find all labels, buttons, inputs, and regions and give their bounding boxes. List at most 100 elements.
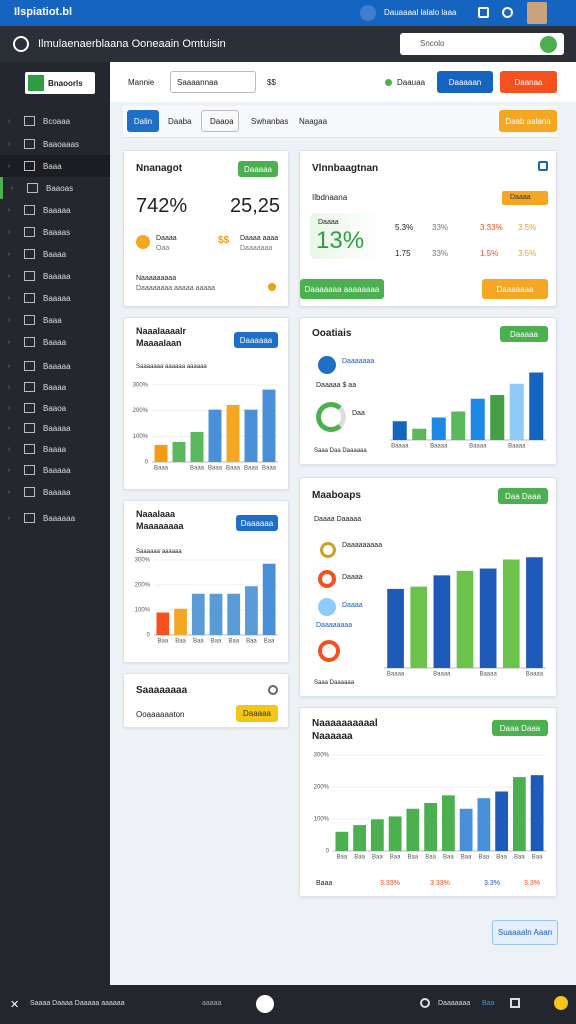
tab[interactable]: Swhanbas — [251, 117, 289, 126]
item: Daaaaaaaa — [316, 622, 353, 629]
user-photo[interactable] — [527, 2, 547, 24]
dot — [268, 283, 276, 291]
table-cell: 33% — [432, 249, 449, 258]
card-title: Naaaaaaaaaal — [312, 718, 378, 729]
card-button[interactable]: Daaaaaa — [234, 332, 278, 348]
play-button[interactable] — [256, 995, 274, 1013]
nav-item[interactable]: › Baaaaa — [7, 293, 71, 303]
button[interactable]: Daaaaaaa aaaaaaaa — [300, 279, 384, 299]
nav-label: Baaa — [43, 315, 62, 325]
card-button[interactable]: Daaa Daaa — [492, 720, 548, 736]
bottom-text: aaaaa — [202, 1000, 222, 1007]
icon[interactable] — [554, 996, 568, 1010]
account[interactable]: Dauaaaal lalalo laaa — [384, 8, 457, 17]
kpi-card: Nnanagot Daaaaa 742% 25,25 Daaaa Oaa $$ … — [123, 150, 289, 307]
app-title: Ilmulaenaerblaana Ooneaain Omtuisin — [38, 38, 226, 50]
nav-label: Baaaa — [43, 382, 67, 392]
avatar[interactable] — [360, 5, 376, 21]
card-button[interactable]: Daaaaa — [238, 161, 278, 177]
danger-button[interactable]: Daanaa — [500, 71, 557, 93]
foot-label: Baaa — [316, 880, 333, 887]
item: Daaaaaaaaa — [342, 542, 383, 549]
nav-item[interactable]: › Baaaa — [7, 249, 67, 259]
tab[interactable]: Daaoa — [201, 110, 239, 132]
chart-card: Naaalaaa Maaaaaaaa Daaaaaa Saaaaaa aaaaa… — [123, 500, 289, 663]
icon[interactable] — [268, 685, 278, 695]
item: Daaaa — [342, 574, 363, 581]
legend: Daa — [352, 410, 365, 417]
icon — [318, 640, 340, 662]
icon[interactable] — [538, 161, 548, 171]
brand[interactable]: Bnaoorls — [25, 72, 95, 94]
card-title: Naaalaaaalr — [136, 326, 187, 336]
icon — [136, 235, 150, 249]
card-subtitle: Naaaaaa — [312, 731, 353, 742]
nav-item[interactable]: › Baaaaaa — [7, 513, 76, 523]
nav-item[interactable]: › Baaaaa — [7, 271, 71, 281]
table-cell: 1.5% — [480, 249, 499, 258]
tab[interactable]: Daaba — [168, 117, 192, 126]
nav-item[interactable]: › Baaa — [0, 155, 110, 177]
donut — [316, 402, 346, 432]
summary-card: Vlnnbaagtnan Ilbdnaana Daaaa Daaaa 13% 5… — [299, 150, 557, 307]
status-dot — [385, 79, 392, 86]
icon — [318, 598, 336, 616]
nav-item[interactable]: › Baaoa — [7, 403, 67, 413]
icon[interactable] — [478, 7, 489, 18]
kpi-value: 25,25 — [230, 195, 281, 217]
icon[interactable] — [510, 998, 520, 1008]
select[interactable]: Saaaannaa — [170, 71, 256, 93]
item: Daaaa — [156, 235, 177, 242]
chart-card: Naaalaaaalr Maaaalaan Daaaaaa Saaaaaaa a… — [123, 317, 289, 490]
foot-label: 3.3% — [524, 880, 540, 887]
nav-item[interactable]: › Baaaa — [7, 337, 67, 347]
sidebar: Bnaoorls › Bcoaaa › Baaoaaas › Baaa › Baaoas › Ba… — [0, 62, 110, 985]
footer: Daaaaaaaa aaaaa aaaaa — [136, 285, 216, 292]
nav-item[interactable]: › Baaaaa — [7, 361, 71, 371]
nav-item[interactable]: › Baaaaa — [7, 205, 71, 215]
card-button[interactable]: Daaaaa — [500, 326, 548, 342]
legend: Saaaaaaa aaaaaa aaaaaa — [136, 364, 207, 370]
menu-icon[interactable] — [13, 36, 29, 52]
icon[interactable] — [502, 7, 513, 18]
nav-item[interactable]: › Baaaa — [7, 382, 67, 392]
highlight: Daaaa 13% — [310, 213, 382, 259]
select-value: Saaaannaa — [177, 78, 218, 87]
chart-card: Naaaaaaaaaal Naaaaaa Daaa Daaa Baaa 3.33%… — [299, 707, 557, 897]
card-title: Nnanagot — [136, 163, 183, 174]
card-subtitle: Maaaalaan — [136, 338, 182, 348]
status-text: Ooaaaaaaton — [136, 710, 185, 719]
icon — [320, 542, 336, 558]
tab[interactable]: Naagaa — [299, 117, 328, 126]
nav-item[interactable]: › Baaoas — [0, 177, 113, 199]
nav-item[interactable]: › Baaa — [7, 315, 62, 325]
search-icon[interactable] — [540, 36, 557, 53]
legend: Daaaaaaa — [342, 358, 375, 365]
nav-item[interactable]: › Baaaaa — [7, 465, 71, 475]
nav-item[interactable]: › Baaaaa — [7, 423, 71, 433]
table-cell: 3.5% — [518, 249, 537, 258]
card-button[interactable]: Daaaaa — [236, 705, 278, 722]
nav-item[interactable]: › Bcoaaa — [7, 116, 71, 126]
card-button[interactable]: Daaaaaa — [236, 515, 278, 531]
button[interactable]: Daaaaaaa — [482, 279, 548, 299]
nav-label: Baaaaa — [43, 361, 71, 371]
card-button[interactable]: Daa Daaa — [498, 488, 548, 504]
footer: Naaaaaaaaa — [136, 275, 177, 282]
tab-action[interactable]: Daab aalana — [499, 110, 557, 132]
nav-item[interactable]: › Baaaas — [7, 227, 71, 237]
primary-button[interactable]: Daaaaan — [437, 71, 493, 93]
nav-item[interactable]: › Baaoaaas — [7, 139, 80, 149]
save-button[interactable]: Suaaaaln Aaan — [492, 920, 558, 945]
bottom-bar: ✕ Saaaa Daaaa Daaaaa aaaaaa aaaaa Daaaaa… — [0, 985, 576, 1024]
search-box[interactable]: Sncolo — [400, 33, 564, 55]
item-icon: $$ — [218, 235, 230, 246]
icon[interactable] — [420, 998, 430, 1008]
foot-label: 3.33% — [430, 880, 450, 887]
tab[interactable]: Dalin — [127, 110, 159, 132]
card-subtitle: Maaaaaaaa — [136, 521, 184, 531]
nav-item[interactable]: › Baaaa — [7, 444, 67, 454]
nav-item[interactable]: › Baaaaa — [7, 487, 71, 497]
bottom-text: Daaaaaaa — [438, 1000, 471, 1007]
icon[interactable]: ✕ — [10, 999, 20, 1011]
